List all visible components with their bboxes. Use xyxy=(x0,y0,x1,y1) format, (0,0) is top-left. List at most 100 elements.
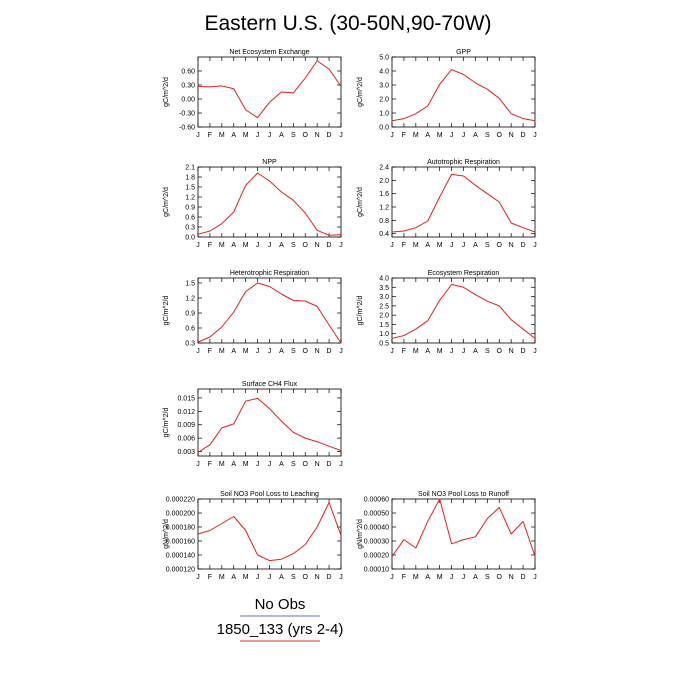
x-tick-label: S xyxy=(291,574,296,581)
x-tick-label: S xyxy=(291,461,296,468)
x-tick-label: J xyxy=(533,574,537,581)
series-line-0 xyxy=(391,69,536,122)
x-tick-label: D xyxy=(521,574,526,581)
legend-label-1850-133: 1850_133 (yrs 2-4) xyxy=(217,621,344,638)
y-axis-label: gC/m^2/d xyxy=(163,187,170,217)
series-line-0 xyxy=(197,502,342,562)
x-tick-label: J xyxy=(339,461,343,468)
y-tick-label: 1.8 xyxy=(185,175,195,182)
x-tick-label: F xyxy=(208,348,212,355)
x-tick-label: O xyxy=(303,242,309,249)
y-tick-label: 2.4 xyxy=(379,165,389,172)
x-tick-label: M xyxy=(413,348,419,355)
x-tick-label: A xyxy=(231,132,236,139)
panels: Net Ecosystem Exchange gC/m^2/d 0.60 0.30 0.… xyxy=(163,49,537,581)
x-tick-label: J xyxy=(196,574,200,581)
x-tick-label: D xyxy=(327,461,332,468)
x-tick-label: A xyxy=(473,348,478,355)
y-tick-label: 0.015 xyxy=(177,395,195,402)
plot-frame xyxy=(197,56,342,128)
x-tick-label: J xyxy=(268,574,272,581)
y-tick-label: 0.00010 xyxy=(364,567,389,574)
plot-frame xyxy=(391,498,536,570)
x-tick-label: M xyxy=(437,132,443,139)
x-tick-label: J xyxy=(390,242,394,249)
y-tick-label: 0.6 xyxy=(185,215,195,222)
x-tick-label: N xyxy=(315,132,320,139)
x-tick-label: N xyxy=(315,574,320,581)
x-tick-label: J xyxy=(450,574,454,581)
x-tick-label: N xyxy=(315,242,320,249)
panel-title: Autotrophic Respiration xyxy=(427,159,500,166)
x-tick-label: A xyxy=(231,461,236,468)
x-tick-label: O xyxy=(497,574,503,581)
y-tick-label: 1.0 xyxy=(379,111,389,118)
y-axis-label: gC/m^2/d xyxy=(163,77,170,107)
x-tick-label: S xyxy=(485,574,490,581)
y-tick-label: 1.5 xyxy=(185,281,195,288)
y-tick-label: 4.0 xyxy=(379,69,389,76)
y-tick-label: 2.0 xyxy=(379,313,389,320)
x-tick-label: M xyxy=(219,574,225,581)
x-tick-label: J xyxy=(268,461,272,468)
y-tick-label: 0.009 xyxy=(177,422,195,429)
y-tick-label: 4.0 xyxy=(379,276,389,283)
y-tick-label: 0.0 xyxy=(379,125,389,132)
x-tick-label: J xyxy=(196,242,200,249)
y-axis-label: gN/m^2/d xyxy=(357,519,364,549)
legend-label-no-obs: No Obs xyxy=(255,596,306,613)
x-tick-label: N xyxy=(509,574,514,581)
x-tick-label: J xyxy=(533,132,537,139)
x-tick-label: J xyxy=(339,242,343,249)
x-tick-label: J xyxy=(462,132,466,139)
y-axis-label: gN/m^2/d xyxy=(163,519,170,549)
y-tick-label: 0.00 xyxy=(181,97,195,104)
x-tick-label: O xyxy=(303,348,309,355)
x-tick-label: N xyxy=(509,348,514,355)
x-tick-label: S xyxy=(485,132,490,139)
panel-title: NPP xyxy=(262,159,277,166)
y-tick-label: 0.00060 xyxy=(364,497,389,504)
x-tick-label: M xyxy=(413,132,419,139)
y-tick-label: 0.00020 xyxy=(364,553,389,560)
y-tick-label: 0.3 xyxy=(185,225,195,232)
panel-title: Surface CH4 Flux xyxy=(242,381,298,388)
series-line-0 xyxy=(197,397,342,453)
y-tick-label: 1.5 xyxy=(185,185,195,192)
x-tick-label: O xyxy=(303,461,309,468)
x-tick-label: M xyxy=(219,132,225,139)
panel-3: Autotrophic Respiration gC/m^2/d 2.4 2.0 1.6… xyxy=(357,159,537,249)
panel-title: GPP xyxy=(456,49,471,56)
x-tick-label: J xyxy=(256,132,260,139)
y-tick-label: -0.30 xyxy=(179,111,195,118)
y-axis-label: gC/m^2/d xyxy=(163,296,170,326)
x-tick-label: F xyxy=(402,574,406,581)
x-tick-label: A xyxy=(473,574,478,581)
panel-6: Surface CH4 Flux gC/m^2/d 0.015 0.012 0.009 0… xyxy=(163,381,343,468)
x-tick-label: S xyxy=(485,348,490,355)
y-tick-label: 0.006 xyxy=(177,436,195,443)
y-tick-label: 0.8 xyxy=(379,218,389,225)
series-line-0 xyxy=(197,60,342,119)
x-tick-label: J xyxy=(339,574,343,581)
x-tick-label: M xyxy=(243,242,249,249)
x-tick-label: J xyxy=(533,348,537,355)
y-tick-label: 1.2 xyxy=(185,296,195,303)
panel-5: Ecosystem Respiration gC/m^2/d 4.0 3.5 3.0 2.… xyxy=(357,270,537,355)
x-tick-label: S xyxy=(291,348,296,355)
x-tick-label: O xyxy=(497,242,503,249)
series-line-0 xyxy=(391,284,536,339)
x-tick-label: A xyxy=(279,348,284,355)
x-tick-label: M xyxy=(413,242,419,249)
panel-0: Net Ecosystem Exchange gC/m^2/d 0.60 0.30 0.… xyxy=(163,49,343,139)
x-tick-label: F xyxy=(208,132,212,139)
x-tick-label: F xyxy=(208,242,212,249)
x-tick-label: S xyxy=(291,132,296,139)
series-line-0 xyxy=(391,173,536,233)
x-tick-label: D xyxy=(327,132,332,139)
x-tick-label: N xyxy=(509,132,514,139)
panel-title: Soil NO3 Pool Loss to Leaching xyxy=(220,491,319,498)
x-tick-label: A xyxy=(279,132,284,139)
x-tick-label: D xyxy=(327,574,332,581)
